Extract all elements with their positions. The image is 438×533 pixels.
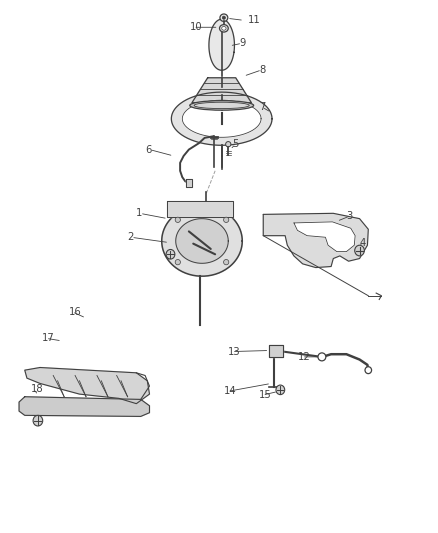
Text: 12: 12 <box>297 352 310 362</box>
Ellipse shape <box>223 260 228 265</box>
Polygon shape <box>166 201 232 217</box>
Polygon shape <box>182 100 261 138</box>
Ellipse shape <box>219 14 227 21</box>
Text: 13: 13 <box>228 346 240 357</box>
Ellipse shape <box>33 415 42 426</box>
Ellipse shape <box>194 102 249 109</box>
Text: 7: 7 <box>258 102 265 112</box>
Ellipse shape <box>175 217 180 222</box>
Ellipse shape <box>354 245 364 256</box>
Text: 18: 18 <box>30 384 43 394</box>
Text: 17: 17 <box>42 333 55 343</box>
Polygon shape <box>161 206 242 276</box>
Text: 8: 8 <box>258 65 265 75</box>
Ellipse shape <box>317 353 325 361</box>
Text: 1: 1 <box>136 208 142 219</box>
Text: 15: 15 <box>258 390 271 400</box>
Text: 9: 9 <box>239 38 245 48</box>
Ellipse shape <box>225 142 230 147</box>
Polygon shape <box>171 92 272 146</box>
Ellipse shape <box>364 367 371 374</box>
Polygon shape <box>25 368 149 403</box>
Text: 16: 16 <box>68 306 81 317</box>
Polygon shape <box>19 397 149 416</box>
Ellipse shape <box>223 217 228 222</box>
Text: 11: 11 <box>247 15 260 26</box>
Ellipse shape <box>189 101 253 110</box>
Ellipse shape <box>166 249 174 259</box>
Ellipse shape <box>219 25 228 32</box>
Ellipse shape <box>276 385 284 394</box>
Ellipse shape <box>222 16 225 19</box>
Polygon shape <box>269 345 283 357</box>
Polygon shape <box>175 219 228 263</box>
Polygon shape <box>208 19 234 70</box>
Polygon shape <box>191 78 251 103</box>
Ellipse shape <box>221 27 226 30</box>
Text: 2: 2 <box>127 232 134 243</box>
Polygon shape <box>293 222 354 252</box>
Polygon shape <box>186 179 192 187</box>
Text: 5: 5 <box>232 139 238 149</box>
Ellipse shape <box>175 260 180 265</box>
Text: 3: 3 <box>346 211 352 221</box>
Text: 4: 4 <box>359 238 365 247</box>
Polygon shape <box>263 213 367 268</box>
Text: 14: 14 <box>223 386 236 397</box>
Text: 6: 6 <box>145 144 151 155</box>
Text: 10: 10 <box>189 22 202 33</box>
